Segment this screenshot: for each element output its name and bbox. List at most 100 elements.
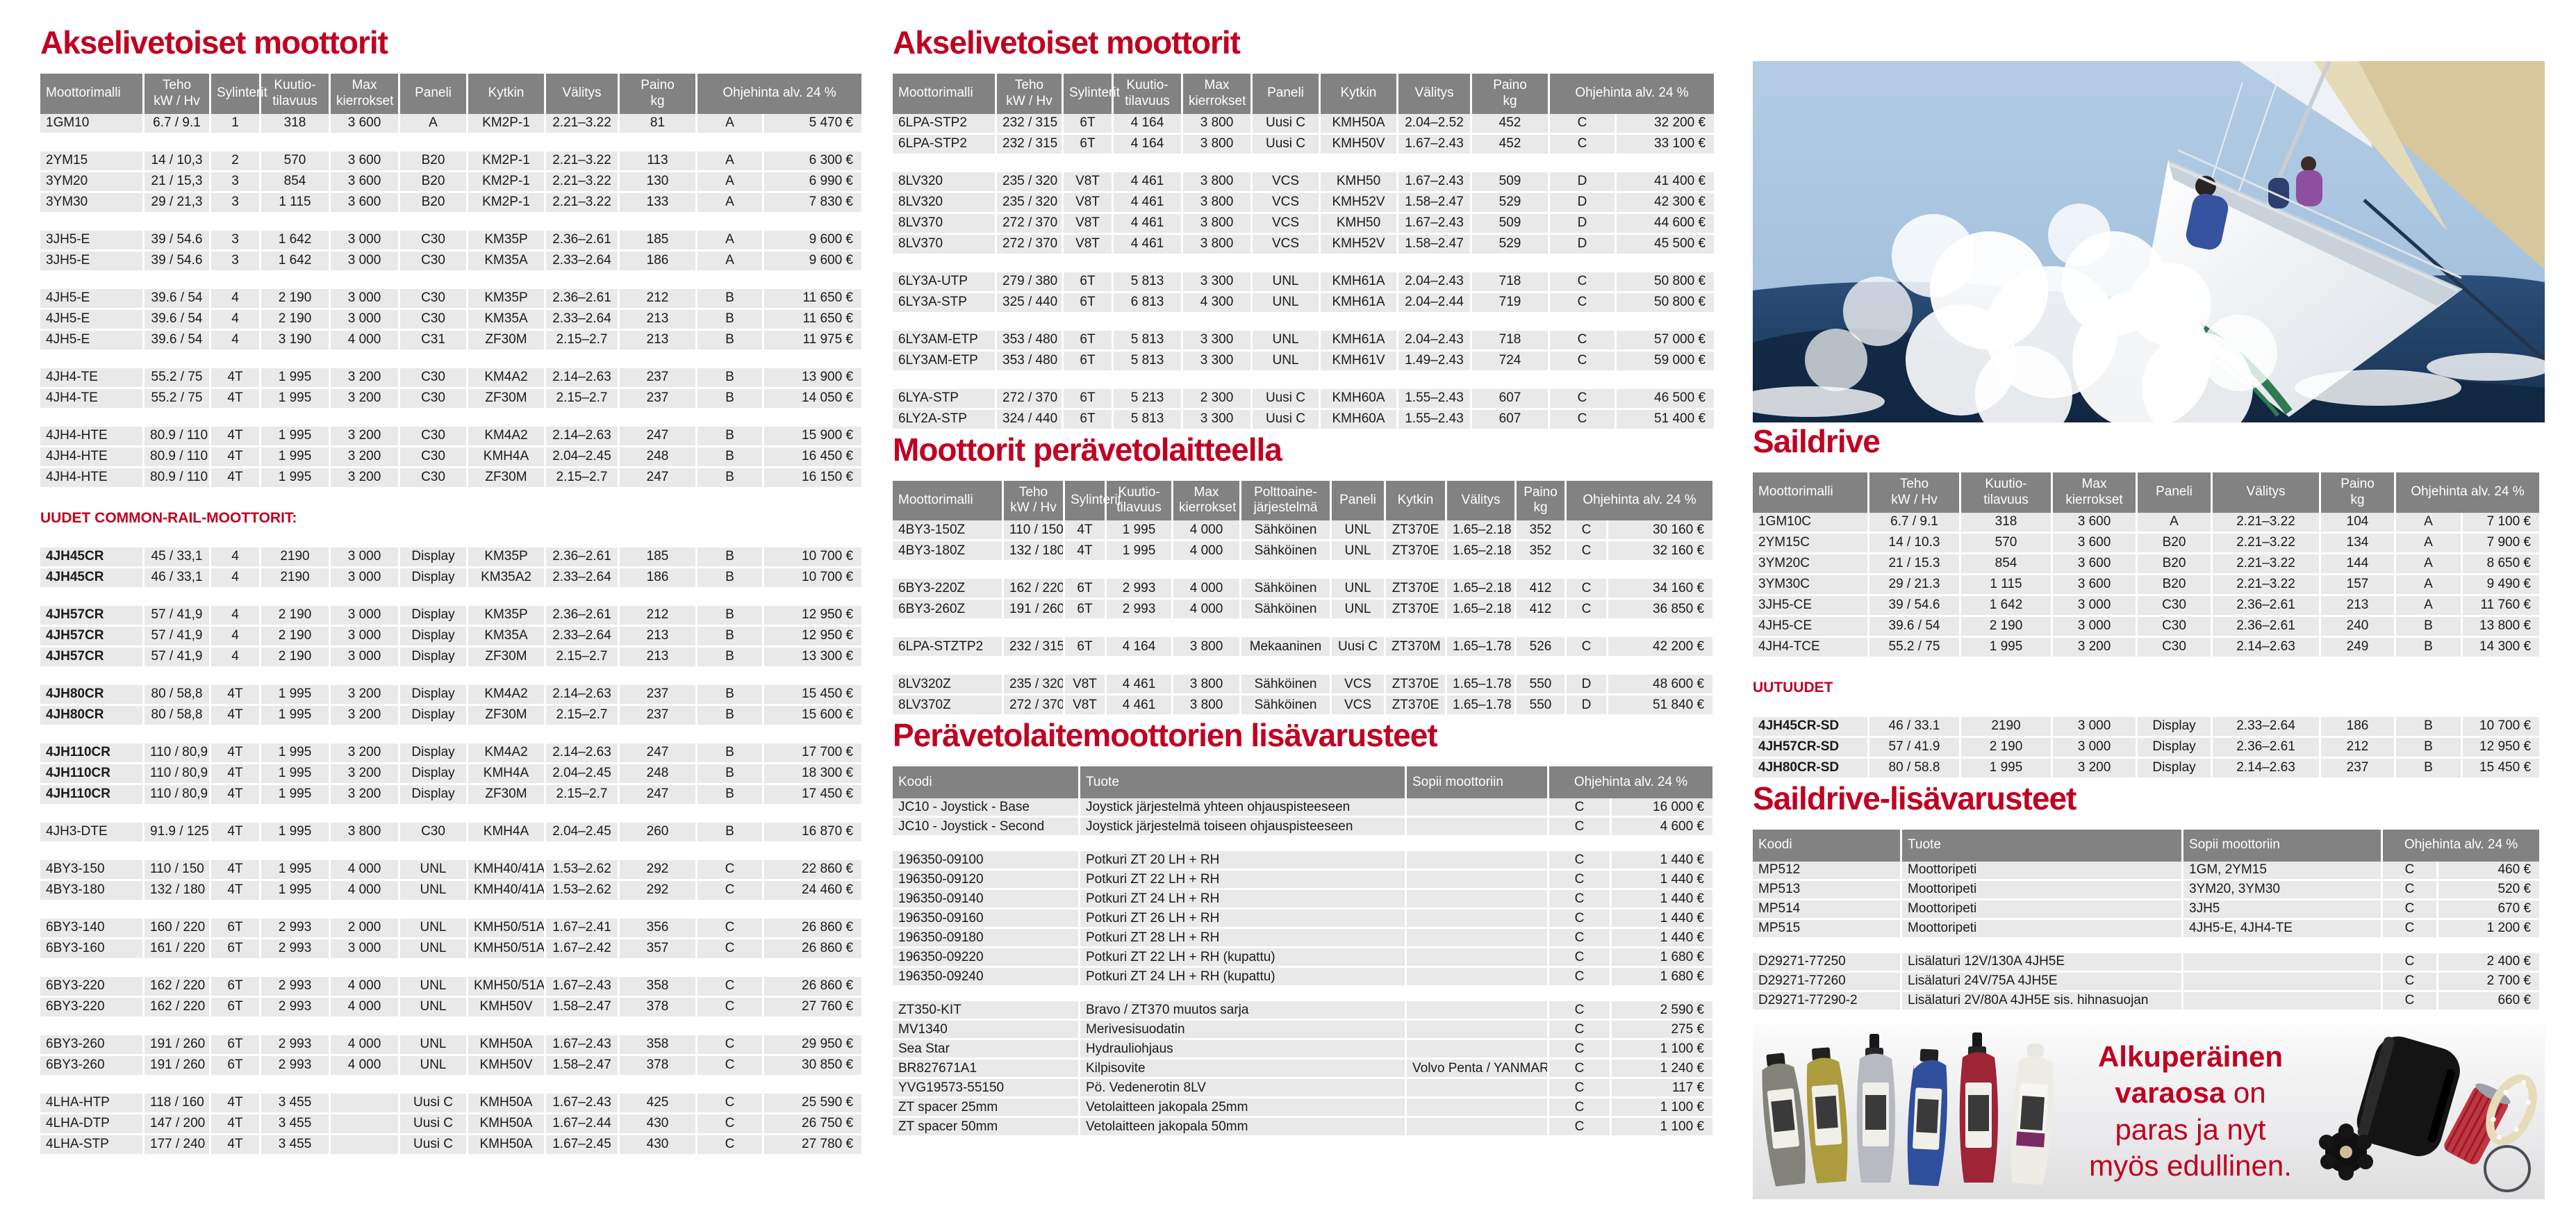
cell: 1GM10C <box>1753 512 1869 534</box>
cell: ZF30M <box>468 468 546 489</box>
cell: 5 813 <box>1114 272 1183 293</box>
cell: MP512 <box>1753 861 1902 881</box>
cell: 550 <box>1517 696 1567 717</box>
cell: 4JH4-TCE <box>1753 637 1869 659</box>
cell: 130 <box>620 172 697 193</box>
cell: 8LV370Z <box>893 696 1004 717</box>
cell: Lisälaturi 24V/75A 4JH5E <box>1902 972 2183 992</box>
cell: 249 <box>2321 637 2396 659</box>
cell: 25 590 € <box>764 1093 862 1114</box>
table-row: 6LPA-STP2 232 / 315 6T 4 164 3 800 Uusi C KMH5… <box>893 134 1715 156</box>
cell: 59 000 € <box>1617 351 1715 372</box>
price-table: Moottorimalli Teho kW / Hv Sylinterit Kuuti… <box>893 74 1715 431</box>
cell: 11 650 € <box>764 288 862 310</box>
cell: 13 300 € <box>764 647 862 668</box>
row-gap <box>40 960 862 977</box>
cell: Display <box>400 647 468 668</box>
cell: 1 642 <box>261 251 331 272</box>
cell: 2.36–2.61 <box>546 288 620 310</box>
cell: 4T <box>211 368 261 389</box>
cell: 3 200 <box>331 705 400 727</box>
cell: 118 / 160 <box>145 1093 211 1114</box>
cell: A <box>2396 512 2463 534</box>
column-header: Paneli <box>400 74 468 114</box>
cell: C <box>1567 541 1608 563</box>
cell: KMH4A <box>468 764 546 785</box>
cell: 212 <box>620 605 697 627</box>
column-header: Sylinterit <box>1064 74 1120 114</box>
cell: 132 / 180 <box>1004 541 1065 563</box>
cell: 6LY3A-STP <box>893 293 997 314</box>
cell: 358 <box>620 976 697 998</box>
cell: 2.21–3.22 <box>546 172 620 193</box>
cell: 6T <box>1064 134 1114 156</box>
cell: C <box>697 997 764 1019</box>
table-row: 4JH80CR 80 / 58,8 4T 1 995 3 200 Display KM4A2… <box>40 684 862 706</box>
cell: VCS <box>1332 675 1386 696</box>
table-row: ZT spacer 50mm Vetolaitteen jakopala 50mm… <box>893 1118 1713 1138</box>
cell: 55.2 / 75 <box>145 368 211 389</box>
cell: 39 / 54.6 <box>145 251 211 272</box>
cell: Display <box>400 568 468 589</box>
cell: JC10 - Joystick - Base <box>893 798 1080 818</box>
table-row: 6BY3-260 191 / 260 6T 2 993 4 000 UNL KMH50V 1.… <box>40 1055 862 1077</box>
cell: 3 800 <box>1183 134 1253 156</box>
cell: C <box>2383 972 2438 992</box>
cell: 2.21–3.22 <box>2213 512 2321 534</box>
cell: 39.6 / 54 <box>145 288 211 310</box>
cell: 80 / 58.8 <box>1869 758 1961 780</box>
cell: 2.36–2.61 <box>2213 595 2321 617</box>
cell: 1 200 € <box>2438 919 2540 939</box>
cell: 2 590 € <box>1612 1001 1713 1021</box>
cell: 80 / 58,8 <box>145 684 211 706</box>
table-row: 4JH80CR-SD 80 / 58.8 1 995 3 200 Display 2.14… <box>1753 758 2540 780</box>
cell: 191 / 260 <box>1004 600 1065 621</box>
cell: 39.6 / 54 <box>1869 616 1961 638</box>
cell: 15 450 € <box>2463 758 2540 780</box>
cell: C <box>2383 880 2438 900</box>
table-row: 4JH110CR 110 / 80,9 4T 1 995 3 200 Display ZF3… <box>40 784 862 806</box>
cell: 4 <box>211 647 261 668</box>
cell: 3 000 <box>2053 737 2138 759</box>
table-row: D29271-77260 Lisälaturi 24V/75A 4JH5E C 2 7… <box>1753 972 2540 992</box>
cell: Uusi C <box>400 1093 468 1114</box>
cell: A <box>400 113 468 135</box>
column-header: Paneli <box>2138 472 2213 513</box>
table-row: 4JH110CR 110 / 80,9 4T 1 995 3 200 Display KM4… <box>40 743 862 764</box>
cell: 4 461 <box>1107 675 1173 696</box>
saildrive-engines-table: Moottorimalli Teho kW / Hv Kuutio- tilavuu… <box>1753 472 2545 780</box>
cell: 45 / 33,1 <box>145 547 211 568</box>
price-table: Koodi Tuote Sopii moottoriin Ohjehinta alv.… <box>893 766 1713 1138</box>
cell: 45 500 € <box>1617 234 1715 256</box>
cell: B20 <box>2138 533 2213 554</box>
cell: 3 800 <box>1183 192 1253 214</box>
cell: C <box>1549 1118 1612 1138</box>
cell: C31 <box>400 330 468 352</box>
row-gap <box>40 843 862 860</box>
table-row: ZT spacer 25mm Vetolaitteen jakopala 25mm… <box>893 1098 1713 1119</box>
cell: B <box>697 705 764 727</box>
row-gap <box>40 1076 862 1094</box>
cell: UNL <box>400 939 468 960</box>
cell: 2 993 <box>1107 579 1173 600</box>
cell: 9 600 € <box>764 230 862 252</box>
cell: 854 <box>261 172 331 193</box>
cell: 3 000 <box>331 230 400 252</box>
column-header: Teho kW / Hv <box>997 74 1064 114</box>
crew2-head <box>2301 156 2316 172</box>
cell: 2.33–2.64 <box>2213 716 2321 738</box>
table-row: 4JH57CR 57 / 41,9 4 2 190 3 000 Display KM35A 2… <box>40 626 862 648</box>
cell: 2 993 <box>261 939 331 960</box>
cell: 30 850 € <box>764 1055 862 1077</box>
cell: 2.04–2.43 <box>1398 330 1472 352</box>
cell: C <box>1549 851 1612 871</box>
cell: 4 <box>211 288 261 310</box>
cell: 3YM20, 3YM30 <box>2183 880 2383 900</box>
cell: 232 / 315 <box>997 134 1064 156</box>
column-header: Max kierrokset <box>1173 480 1241 521</box>
cell: 4JH45CR-SD <box>1753 716 1869 738</box>
cell: 18 300 € <box>764 764 862 785</box>
cell: Joystick järjestelmä yhteen ohjauspistee… <box>1080 798 1407 818</box>
cell: B <box>697 784 764 806</box>
cell: 14 300 € <box>2463 637 2540 659</box>
